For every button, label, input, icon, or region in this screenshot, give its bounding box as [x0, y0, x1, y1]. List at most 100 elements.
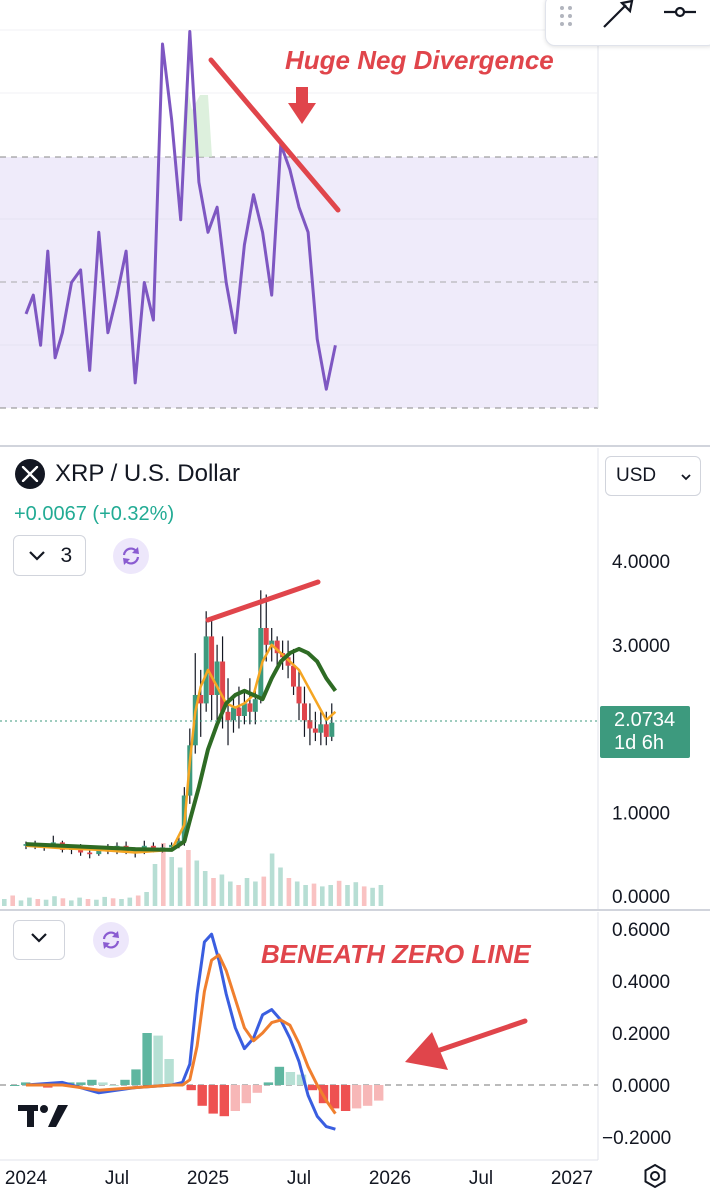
histogram-bar [98, 1082, 108, 1085]
volume-bar [370, 887, 375, 906]
histogram-bar [186, 1085, 196, 1091]
candle [291, 648, 296, 695]
volume-bar [119, 899, 124, 906]
candle [312, 711, 318, 742]
histogram-bar [263, 1082, 274, 1085]
signal-line [26, 953, 337, 1115]
macd-tick-label: 0.0000 [612, 1076, 670, 1097]
rsi-pane: Huge Neg Divergence [0, 0, 599, 409]
histogram-bar [230, 1085, 240, 1111]
candle [241, 690, 247, 725]
volume-bar [110, 898, 116, 906]
volume-bar [127, 897, 133, 906]
candle [225, 678, 231, 746]
candle [318, 711, 324, 746]
indicator-count: 3 [60, 543, 73, 567]
volume-bar [253, 881, 258, 906]
volume-bar [43, 899, 49, 906]
time-tick-label: 2027 [551, 1168, 593, 1189]
price-tick-label: 0.0000 [612, 887, 670, 908]
candle [296, 669, 302, 721]
macd-annotation: BENEATH ZERO LINE [261, 939, 531, 969]
divergence-trendline-price [205, 579, 321, 623]
volume-bar [85, 899, 91, 906]
symbol-title-text: XRP / U.S. Dollar [55, 460, 240, 487]
tradingview-logo-icon[interactable] [18, 1102, 70, 1133]
volume-bar [361, 886, 367, 906]
histogram-bar [296, 1074, 307, 1085]
brush-tool-icon[interactable] [603, 0, 634, 28]
volume-bar [144, 892, 149, 906]
volume-bar [60, 898, 66, 906]
symbol-title[interactable]: XRP / U.S. Dollar [15, 459, 240, 489]
volume-bar [186, 850, 191, 906]
volume-bar [35, 899, 41, 906]
bar-countdown: 1d 6h [614, 732, 665, 754]
price-tick-label: 4.0000 [612, 552, 670, 573]
divergence-trendline-rsi [208, 57, 341, 213]
candle [214, 644, 220, 721]
histogram-bar [76, 1082, 86, 1085]
line-tool-icon[interactable] [664, 6, 696, 18]
chevron-down-icon [680, 465, 692, 487]
volume-bar [278, 867, 283, 906]
volume-bar [135, 895, 141, 906]
sync-button[interactable] [93, 922, 129, 958]
volume-bar [102, 896, 107, 906]
candle [329, 703, 335, 742]
volume-bar [261, 876, 267, 906]
histogram-bar [21, 1082, 31, 1085]
histogram-bar [142, 1033, 152, 1085]
volume-bar [52, 896, 57, 906]
candle [258, 590, 264, 704]
sync-icon [122, 547, 140, 565]
volume-bar [211, 878, 216, 906]
histogram-bar [208, 1085, 218, 1114]
price-pane: 4.0000 3.0000 1.0000 0.0000 [0, 448, 670, 910]
volume-bar [378, 885, 384, 906]
volume-bar [228, 881, 233, 906]
histogram-bar [362, 1085, 373, 1106]
price-tick-label: 3.0000 [612, 636, 670, 657]
histogram-bar [120, 1079, 130, 1085]
candle [231, 695, 236, 733]
time-tick-label: Jul [105, 1168, 129, 1189]
macd-pane: BENEATH ZERO LINE 0.6000 0.4000 0.2000 0.00… [0, 912, 671, 1160]
settings-icon[interactable] [644, 1163, 666, 1189]
volume-bar [161, 843, 166, 906]
volume-bar [286, 878, 292, 906]
histogram-bar [153, 1035, 163, 1085]
volume-bar [10, 895, 15, 906]
chevron-down-icon [29, 931, 49, 949]
macd-tick-label: 0.2000 [612, 1024, 670, 1045]
drawing-toolbar [545, 0, 710, 46]
candle [209, 619, 215, 721]
histogram-bar [351, 1085, 362, 1109]
ma-slow-line [25, 646, 338, 852]
candle [323, 711, 329, 746]
collapse-indicators-button[interactable]: 3 [13, 535, 86, 576]
histogram-bar [307, 1085, 318, 1091]
volume-bar [202, 871, 208, 906]
volume-bar [77, 897, 82, 906]
sync-icon [102, 931, 120, 949]
candle [198, 669, 204, 737]
sync-button[interactable] [113, 538, 149, 574]
volume-bar [311, 883, 317, 906]
rsi-line [24, 30, 337, 391]
time-tick-label: Jul [287, 1168, 311, 1189]
histogram-bar [164, 1059, 174, 1085]
histogram-bar [87, 1079, 97, 1085]
volume-bar [345, 885, 350, 906]
collapse-macd-button[interactable] [13, 920, 65, 960]
currency-select[interactable]: USD [605, 456, 701, 496]
time-tick-label: Jul [469, 1168, 493, 1189]
candle [263, 594, 269, 662]
histogram-bar [197, 1085, 207, 1106]
histogram-bar [109, 1085, 119, 1086]
volume-bar [18, 900, 24, 906]
volume-bar [2, 899, 7, 906]
drag-handle-icon[interactable] [560, 6, 572, 26]
rsi-annotation: Huge Neg Divergence [285, 45, 554, 75]
